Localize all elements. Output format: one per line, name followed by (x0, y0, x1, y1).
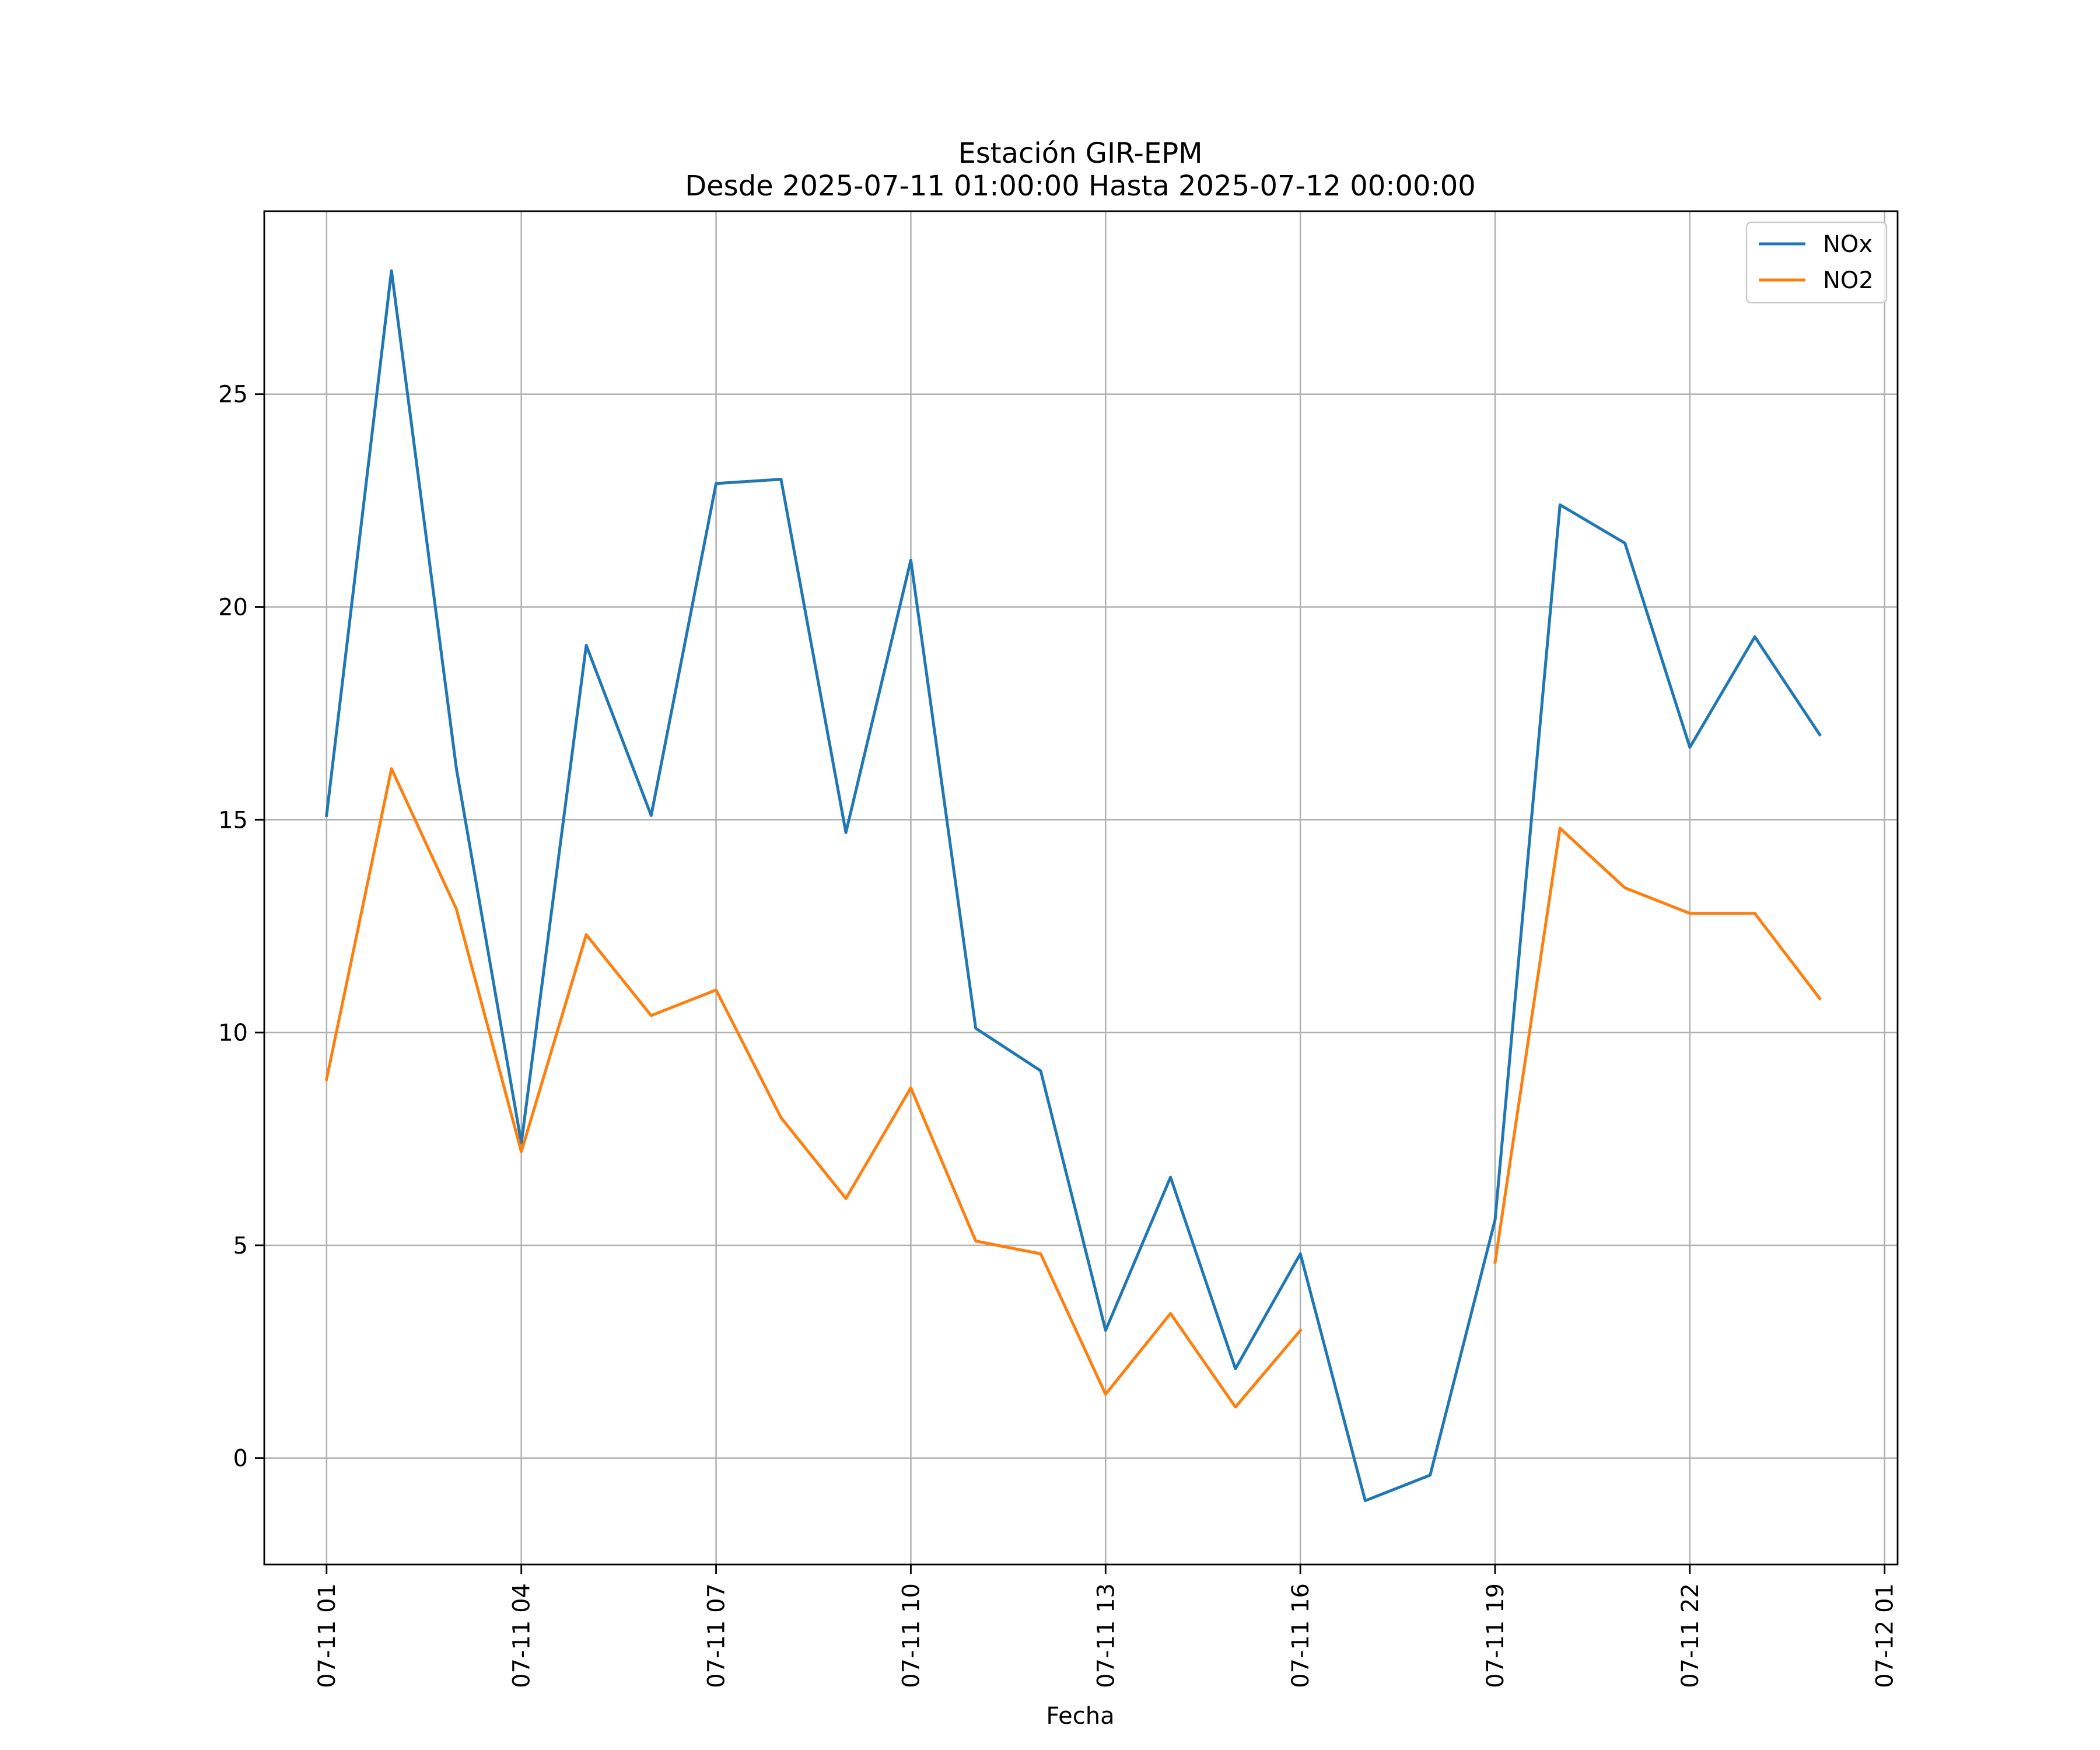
x-axis-label: Fecha (1046, 1703, 1114, 1730)
series-lines (324, 269, 1822, 1503)
x-tick-label: 07-11 22 (1677, 1583, 1704, 1688)
legend-nox-label: NOx (1823, 231, 1873, 258)
x-tick-label: 07-11 04 (509, 1583, 536, 1688)
y-tick-label: 20 (218, 594, 248, 621)
chart-title: Estación GIR-EPM (958, 137, 1202, 170)
grid (264, 211, 1898, 1564)
y-tick-label: 10 (218, 1020, 248, 1046)
x-tick-label: 07-11 07 (704, 1583, 730, 1688)
y-tick-label: 15 (218, 807, 248, 834)
y-tick-label: 0 (233, 1446, 248, 1472)
y-tick-label: 25 (218, 382, 248, 408)
x-tick-label: 07-12 01 (1872, 1583, 1899, 1688)
x-tick-label: 07-11 16 (1287, 1583, 1314, 1688)
x-tick-label: 07-11 13 (1093, 1583, 1119, 1688)
x-axis-ticks: 07-11 01 07-11 04 07-11 07 07-11 10 07-11 13… (314, 1564, 1899, 1688)
legend-no2-label: NO2 (1823, 267, 1874, 294)
legend: NOx NO2 (1745, 221, 1888, 304)
chart-subtitle: Desde 2025-07-11 01:00:00 Hasta 2025-07-… (685, 170, 1476, 202)
x-tick-label: 07-11 01 (314, 1583, 341, 1688)
series-line-no2 (324, 767, 1822, 1409)
y-tick-label: 5 (233, 1233, 248, 1259)
x-tick-label: 07-11 19 (1482, 1583, 1509, 1688)
x-tick-label: 07-11 10 (898, 1583, 925, 1688)
series-line-nox (325, 269, 1822, 1503)
plot-area-frame (263, 210, 1899, 1566)
y-axis-ticks: 0 5 10 15 20 25 (218, 382, 264, 1472)
